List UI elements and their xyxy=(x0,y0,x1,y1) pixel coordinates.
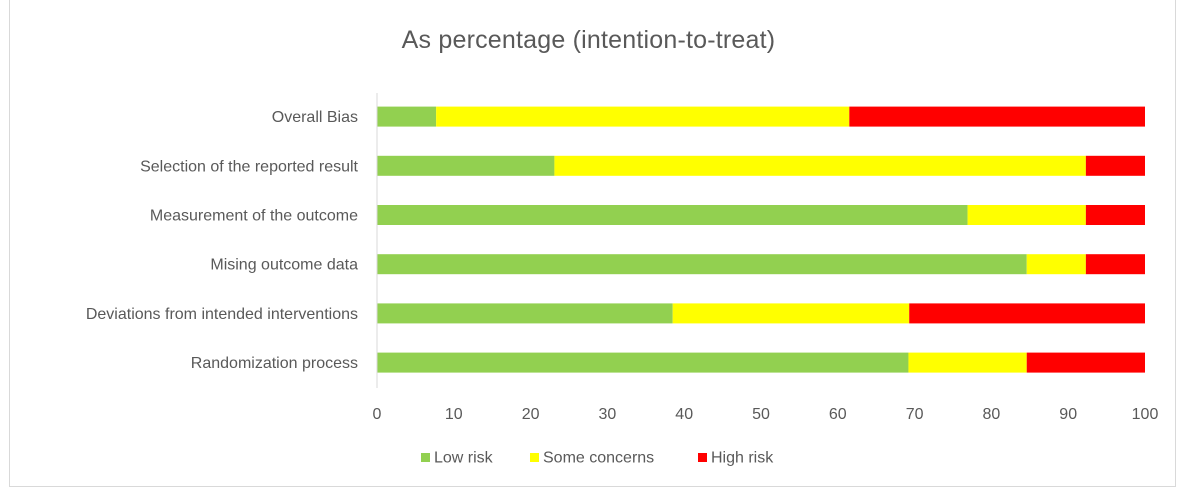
category-label: Selection of the reported result xyxy=(140,158,358,175)
bar-high-risk-0 xyxy=(849,106,1145,127)
bar-low-risk-2 xyxy=(377,205,968,225)
bar-low-risk-1 xyxy=(377,155,555,176)
bar-high-risk-1 xyxy=(1085,155,1145,176)
legend-label: Low risk xyxy=(434,450,494,467)
x-tick-label: 0 xyxy=(373,406,382,423)
x-tick-label: 90 xyxy=(1059,406,1077,423)
bar-some-concerns-2 xyxy=(967,205,1086,225)
bar-high-risk-5 xyxy=(1026,352,1145,373)
x-tick-label: 70 xyxy=(906,406,924,423)
bar-some-concerns-1 xyxy=(554,155,1086,176)
x-tick-label: 50 xyxy=(752,406,770,423)
x-tick-label: 20 xyxy=(522,406,540,423)
x-tick-label: 40 xyxy=(675,406,693,423)
bar-low-risk-5 xyxy=(377,352,909,373)
legend-label: Some concerns xyxy=(543,450,654,467)
bar-some-concerns-0 xyxy=(436,106,850,127)
bar-low-risk-0 xyxy=(377,106,437,127)
legend-label: High risk xyxy=(711,450,774,467)
x-tick-label: 30 xyxy=(599,406,617,423)
legend-swatch-high-risk xyxy=(698,453,707,462)
bar-some-concerns-3 xyxy=(1026,254,1086,275)
chart-frame xyxy=(9,0,1176,487)
category-label: Measurement of the outcome xyxy=(150,208,358,225)
bar-low-risk-4 xyxy=(377,303,673,324)
x-tick-label: 100 xyxy=(1132,406,1159,423)
x-tick-label: 60 xyxy=(829,406,847,423)
bar-high-risk-4 xyxy=(909,303,1145,324)
category-label: Randomization process xyxy=(191,355,358,372)
chart-title: As percentage (intention-to-treat) xyxy=(401,26,776,54)
bar-low-risk-3 xyxy=(377,254,1027,275)
legend-swatch-some-concerns xyxy=(530,453,539,462)
bar-some-concerns-4 xyxy=(672,303,910,324)
category-label: Deviations from intended interventions xyxy=(86,306,358,323)
category-label: Mising outcome data xyxy=(210,257,358,274)
bar-high-risk-2 xyxy=(1085,205,1145,225)
x-tick-label: 10 xyxy=(445,406,463,423)
category-label: Overall Bias xyxy=(272,109,358,126)
legend-swatch-low-risk xyxy=(421,453,430,462)
bar-high-risk-3 xyxy=(1085,254,1145,275)
x-tick-label: 80 xyxy=(983,406,1001,423)
bar-some-concerns-5 xyxy=(908,352,1027,373)
